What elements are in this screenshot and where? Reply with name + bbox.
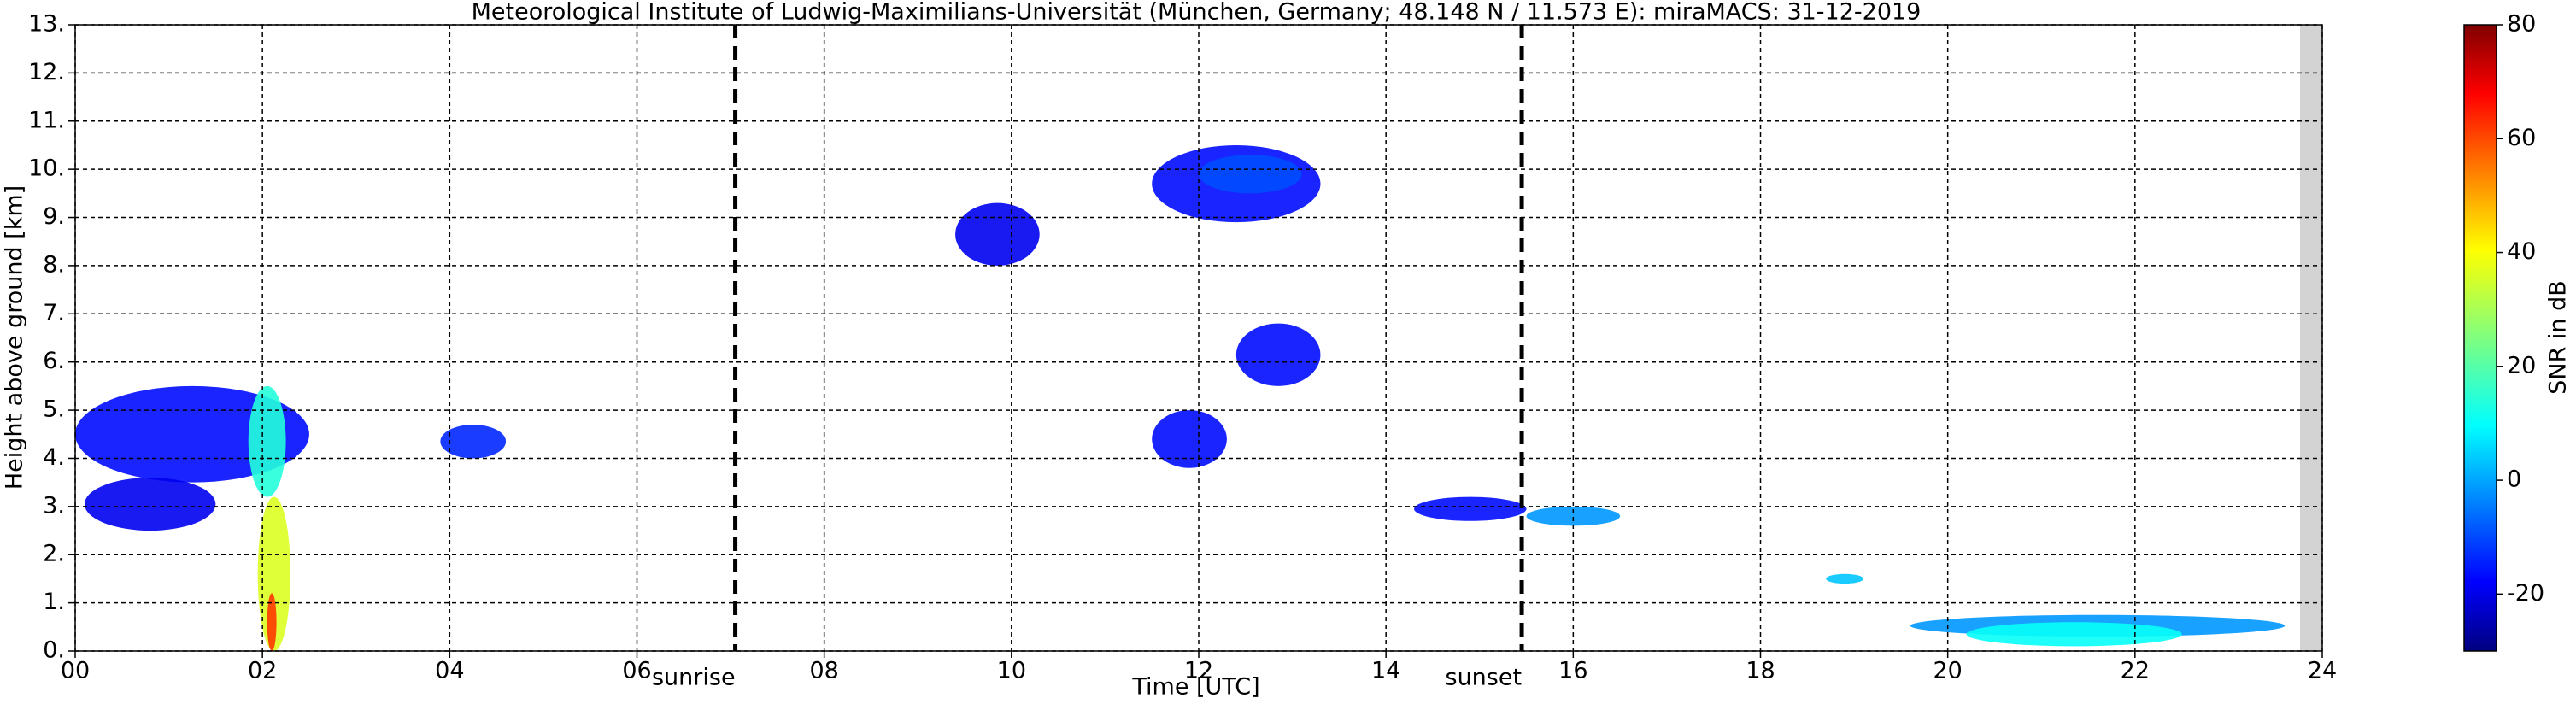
annotation-label: sunrise	[652, 665, 736, 691]
echo	[440, 424, 507, 459]
echo	[257, 496, 291, 651]
y-tick-label: 3.	[43, 492, 65, 519]
y-tick-label: 1.	[43, 589, 65, 615]
y-tick-label: 5.	[43, 396, 65, 423]
x-tick-label: 12	[1184, 658, 1213, 684]
colorbar	[2464, 25, 2497, 651]
colorbar-tick-label: 40	[2507, 238, 2536, 265]
x-tick-label: 02	[248, 658, 277, 684]
x-tick-label: 16	[1558, 658, 1587, 684]
y-tick-label: 8.	[43, 251, 65, 278]
colorbar-tick-label: 60	[2507, 125, 2536, 151]
annotation-label: sunset	[1446, 665, 1523, 691]
y-tick-label: 4.	[43, 444, 65, 471]
x-tick-label: 00	[61, 658, 90, 684]
x-tick-label: 06	[622, 658, 651, 684]
echo	[248, 385, 286, 497]
colorbar-tick-label: -20	[2507, 580, 2544, 607]
x-tick-label: 08	[809, 658, 838, 684]
colorbar-label: SNR in dB	[2545, 280, 2572, 395]
echo	[1526, 506, 1621, 526]
echo	[1966, 622, 2182, 647]
y-tick-label: 7.	[43, 300, 65, 326]
y-tick-label: 12.	[28, 59, 65, 85]
x-tick-label: 04	[435, 658, 464, 684]
x-tick-label: 18	[1746, 658, 1775, 684]
x-tick-label: 20	[1933, 658, 1962, 684]
echo	[267, 593, 277, 652]
plot-frame	[74, 24, 2323, 652]
x-tick-label: 10	[997, 658, 1026, 684]
y-tick-label: 0.	[43, 637, 65, 664]
x-axis-label: Time [UTC]	[1131, 674, 1259, 701]
no-data-band	[2300, 25, 2322, 651]
echo	[1235, 323, 1321, 386]
y-tick-label: 10.	[28, 155, 65, 182]
echo	[1414, 496, 1527, 521]
x-tick-label: 24	[2308, 658, 2337, 684]
echo	[84, 478, 216, 531]
y-tick-label: 13.	[28, 11, 65, 38]
colorbar-frame	[2463, 24, 2497, 652]
y-tick-label: 2.	[43, 541, 65, 567]
echo	[955, 202, 1040, 266]
colorbar-tick-label: 20	[2507, 352, 2536, 378]
y-tick-label: 11.	[28, 107, 65, 133]
echo	[1199, 155, 1302, 194]
y-tick-label: 6.	[43, 348, 65, 374]
y-axis-label: Height above ground [km]	[2, 185, 28, 490]
colorbar-tick-label: 80	[2507, 11, 2536, 38]
echo	[1152, 410, 1227, 468]
chart-title: Meteorological Institute of Ludwig-Maxim…	[472, 0, 1922, 26]
colorbar-tick-label: 0	[2507, 466, 2521, 493]
x-tick-label: 22	[2121, 658, 2150, 684]
x-tick-label: 14	[1371, 658, 1400, 684]
y-tick-label: 9.	[43, 203, 65, 230]
echo	[1826, 573, 1864, 584]
